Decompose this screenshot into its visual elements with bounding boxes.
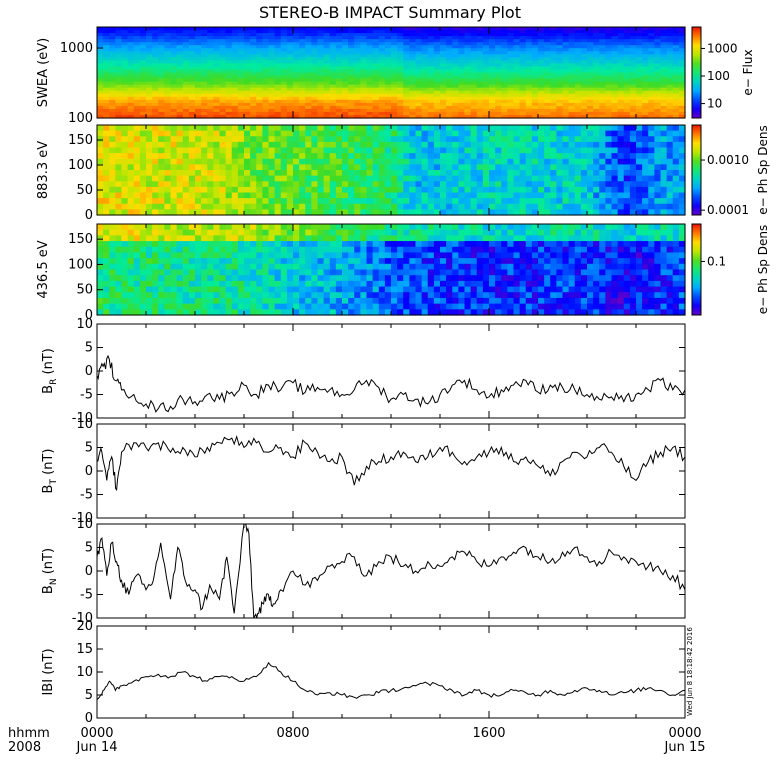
panel-frame [96, 423, 686, 519]
x-tick-date-label: Jun 14 [76, 740, 118, 755]
panel-7: 0 5 10 15 20 IBI (nT) [41, 619, 686, 726]
heatmap-cells [97, 224, 686, 316]
panel-6: -10 -5 0 5 10 BN (nT) [41, 517, 686, 626]
y-tick-label: 0 [85, 711, 93, 726]
y-tick-label: -5 [80, 388, 93, 403]
colorbar-label: e− Flux [741, 49, 755, 95]
colorbar-tick-label: 0.0001 [707, 203, 749, 217]
panel-3: 0.1 e− Ph Sp Dens 0 50 100 150 436.5 eV [36, 223, 770, 323]
y-tick-label: 50 [76, 283, 93, 298]
y-axis-label-main: IBI [41, 679, 56, 696]
colorbar-tick-label: 10 [707, 97, 722, 111]
y-tick-label: 10 [76, 417, 93, 432]
y-tick-label: -10 [72, 611, 93, 626]
colorbar-tick-label: 0.1 [707, 254, 726, 268]
y-tick-label: 0 [85, 564, 93, 579]
timestamp-stamp: Wed Jun 8 18:18:42 2016 [686, 627, 694, 716]
x-tick-label: 0000 [80, 726, 113, 741]
y-tick-label: 5 [85, 441, 93, 456]
y-axis-label-main: B [41, 585, 56, 594]
y-tick-label: 5 [85, 688, 93, 703]
y-tick-label: 10 [76, 317, 93, 332]
y-tick-label: 0 [85, 308, 93, 323]
x-tick-label: 1600 [472, 726, 505, 741]
series-line [96, 435, 686, 492]
y-axis-label-sub: T [49, 479, 59, 486]
y-axis-label: BT (nT) [41, 449, 59, 494]
panel-4: -10 -5 0 5 10 BR (nT) [41, 317, 686, 426]
y-tick-label: 10 [76, 665, 93, 680]
x-axis-label-line2: 2008 [8, 740, 41, 755]
y-tick-label: -10 [72, 411, 93, 426]
y-tick-label: 100 [68, 257, 93, 272]
y-axis-label-unit: (nT) [41, 348, 56, 378]
y-tick-label: 5 [85, 341, 93, 356]
y-axis-label-unit: (nT) [41, 548, 56, 578]
y-axis-label: 883.3 eV [36, 141, 51, 199]
y-tick-label: 50 [76, 183, 93, 198]
y-axis-label: SWEA (eV) [36, 38, 51, 107]
y-tick-label: -10 [72, 511, 93, 526]
series-line [96, 523, 686, 619]
y-tick-label: 150 [68, 232, 93, 247]
y-axis-label-main: B [41, 485, 56, 494]
y-axis-label-sub: R [49, 379, 59, 385]
panel-frame [96, 523, 686, 619]
panel-5: -10 -5 0 5 10 BT (nT) [41, 417, 686, 526]
y-tick-label: 100 [68, 158, 93, 173]
plot-title: STEREO-B IMPACT Summary Plot [259, 3, 521, 22]
y-tick-label: -5 [80, 588, 93, 603]
y-tick-label: -5 [80, 488, 93, 503]
colorbar-label: e− Ph Sp Dens [756, 225, 770, 314]
colorbar [691, 26, 702, 119]
y-axis-label-main: B [41, 385, 56, 394]
heatmap-cells [97, 125, 686, 216]
panel-2: 0.0001 0.0010 e− Ph Sp Dens 0 50 100 150 883.3 … [36, 124, 770, 223]
colorbar [691, 223, 702, 316]
colorbar-tick-label: 1000 [707, 41, 738, 55]
y-tick-label: 0 [85, 208, 93, 223]
y-tick-label: 0 [85, 464, 93, 479]
colorbar-tick-label: 0.0010 [707, 153, 749, 167]
y-tick-label: 5 [85, 541, 93, 556]
x-tick-date-label: Jun 15 [664, 740, 706, 755]
y-axis-label: 436.5 eV [36, 240, 51, 298]
y-tick-label: 0 [85, 364, 93, 379]
colorbar-tick-label: 100 [707, 69, 730, 83]
y-tick-label: 20 [76, 619, 93, 634]
x-tick-label: 0800 [276, 726, 309, 741]
x-tick-label: 0000 [668, 726, 701, 741]
y-tick-label: 10 [76, 517, 93, 532]
y-axis-label-unit: (nT) [41, 449, 56, 479]
y-axis-label-unit: (nT) [41, 648, 56, 678]
y-tick-label: 150 [68, 133, 93, 148]
y-axis-label: IBI (nT) [41, 648, 56, 695]
y-axis-label: BR (nT) [41, 348, 59, 394]
colorbar [691, 124, 702, 216]
y-axis-label-sub: N [49, 578, 59, 585]
y-axis-label: BN (nT) [41, 548, 59, 594]
y-tick-label: 100 [68, 111, 93, 126]
y-tick-label: 1000 [60, 41, 93, 56]
y-tick-label: 15 [76, 642, 93, 657]
colorbar-label: e− Ph Sp Dens [756, 125, 770, 214]
x-axis-label-line1: hhmm [8, 726, 50, 741]
heatmap-cells [97, 27, 686, 119]
series-line [96, 661, 686, 700]
series-line [96, 354, 686, 413]
